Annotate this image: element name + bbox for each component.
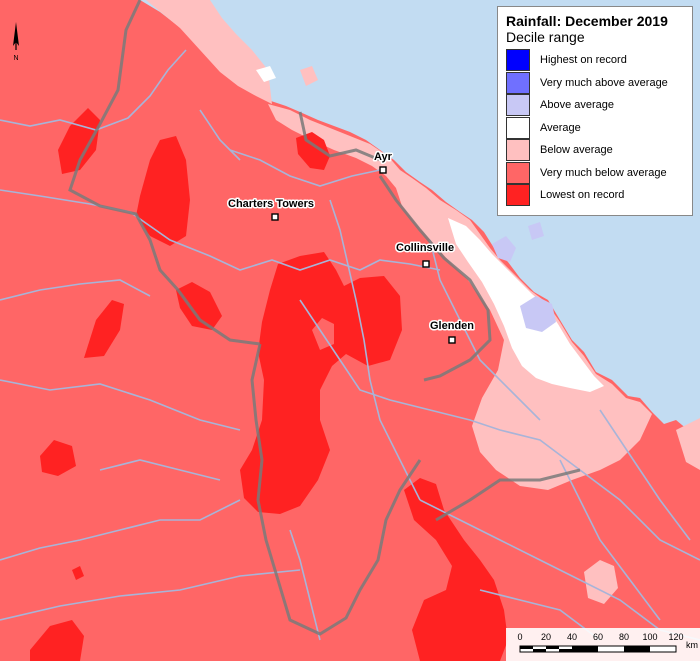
scale-tick-label: 60 <box>593 632 603 642</box>
legend-item-very-much-above: Very much above average <box>506 71 684 95</box>
legend-swatch <box>506 71 530 94</box>
legend-swatch <box>506 139 530 162</box>
legend-label: Below average <box>540 144 613 157</box>
zone-above-average-1 <box>492 236 516 262</box>
zone-below-average-se <box>676 418 700 470</box>
zone-below-average-south <box>584 560 618 604</box>
legend-label: Average <box>540 121 581 134</box>
legend-item-above: Above average <box>506 94 684 117</box>
scale-tick-label: 100 <box>642 632 657 642</box>
scale-bar: 0 20 40 60 80 100 120 km <box>506 628 700 661</box>
scale-ticks: 0 20 40 60 80 100 120 km <box>517 632 698 650</box>
legend-swatch <box>506 49 530 72</box>
scale-tick-label: 120 <box>668 632 683 642</box>
legend-item-below: Below average <box>506 139 684 162</box>
zone-lowest-tiny <box>72 566 84 580</box>
zone-below-average-coast <box>146 0 272 104</box>
zone-lowest-center <box>240 252 402 514</box>
zone-lowest-west-3 <box>40 440 76 476</box>
legend: Rainfall: December 2019 Decile range Hig… <box>497 6 693 216</box>
zone-lowest-west-1 <box>58 108 100 174</box>
zone-below-average-island <box>300 66 318 86</box>
scale-tick-label: 20 <box>541 632 551 642</box>
town-label-charters-towers: Charters Towers <box>228 198 314 210</box>
scale-tick-label: 0 <box>517 632 522 642</box>
legend-swatch <box>506 116 530 139</box>
zone-lowest-sw-blob <box>84 300 124 358</box>
legend-title: Rainfall: December 2019 <box>506 13 668 29</box>
legend-rows: Highest on record Very much above averag… <box>506 49 684 207</box>
legend-label: Lowest on record <box>540 189 625 202</box>
north-arrow-icon: N <box>13 22 19 62</box>
zone-below-average-coast-2 <box>268 104 652 490</box>
town-marker-collinsville <box>422 260 430 268</box>
town-label-glenden: Glenden <box>430 320 474 332</box>
zone-lowest-southeast <box>404 478 508 661</box>
legend-label: Very much below average <box>540 166 667 179</box>
legend-item-highest: Highest on record <box>506 49 684 72</box>
north-label: N <box>13 55 18 62</box>
town-label-collinsville: Collinsville <box>396 242 454 254</box>
legend-swatch <box>506 184 530 207</box>
legend-item-lowest: Lowest on record <box>506 184 684 207</box>
zone-above-average-2 <box>520 296 556 332</box>
town-label-ayr: Ayr <box>374 151 393 163</box>
town-marker-charters-towers <box>271 213 279 221</box>
scale-tick-label: 40 <box>567 632 577 642</box>
legend-label: Above average <box>540 99 614 112</box>
zone-lowest-west-4 <box>176 282 222 330</box>
legend-swatch <box>506 161 530 184</box>
zone-lowest-south <box>30 620 84 661</box>
town-marker-ayr <box>379 166 387 174</box>
town-labels: Ayr Charters Towers Collinsville Glenden <box>227 150 476 334</box>
legend-subtitle: Decile range <box>506 29 585 45</box>
lowest-on-record-zones <box>30 108 508 661</box>
legend-swatch <box>506 94 530 117</box>
legend-item-average: Average <box>506 116 684 140</box>
town-marker-glenden <box>448 336 456 344</box>
zone-lowest-west-2 <box>136 136 190 246</box>
zone-above-average-3 <box>528 222 544 240</box>
zone-lowest-northeast <box>296 132 330 170</box>
rivers <box>0 49 700 641</box>
scale-tick-label: 80 <box>619 632 629 642</box>
catchment-boundaries <box>68 0 581 636</box>
legend-label: Highest on record <box>540 54 627 67</box>
scale-unit: km <box>686 640 698 650</box>
legend-item-very-much-below: Very much below average <box>506 161 684 185</box>
zone-average-island <box>256 66 276 82</box>
legend-label: Very much above average <box>540 76 668 89</box>
town-markers <box>271 166 456 344</box>
scale-bar-segments <box>519 645 677 653</box>
